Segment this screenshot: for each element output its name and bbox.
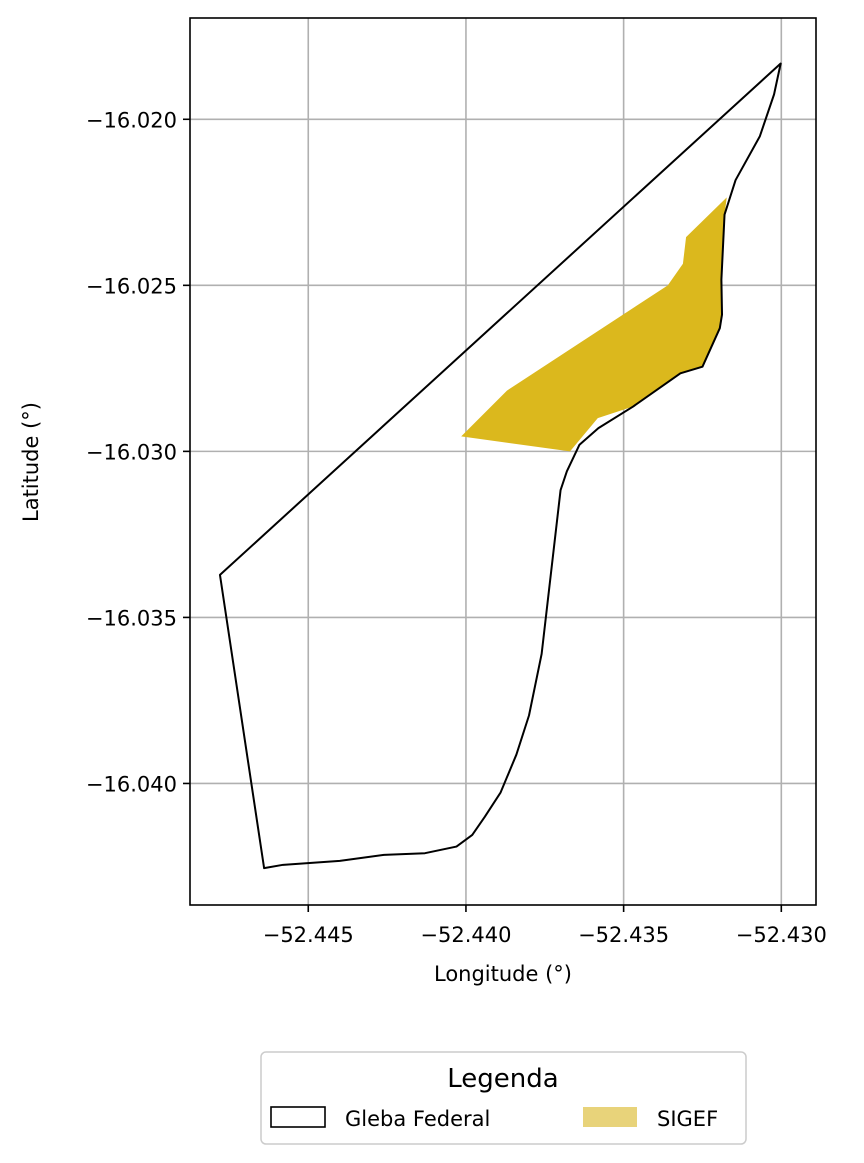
legend-swatch-gleba-federal [270,1106,326,1128]
x-tick-label: −52.445 [263,923,354,947]
y-tick-label: −16.025 [86,274,177,298]
y-tick-label: −16.040 [86,772,177,796]
x-tick-label: −52.430 [736,923,827,947]
legend-swatch-sigef [583,1107,637,1127]
y-axis-label: Latitude (°) [19,402,43,522]
x-axis-label: Longitude (°) [434,962,572,986]
tick-layer: −52.445 −52.440 −52.435 −52.430 −16.020 −16.0… [86,108,827,947]
y-tick-label: −16.020 [86,108,177,132]
legend-title: Legenda [447,1064,558,1094]
legend-label-gleba-federal: Gleba Federal [345,1107,490,1131]
polygon-sigef [461,197,727,452]
legend-label-sigef: SIGEF [657,1107,718,1131]
polygon-gleba-federal [218,62,782,870]
x-tick-label: −52.435 [578,923,669,947]
y-tick-label: −16.030 [86,440,177,464]
axes-frame [189,17,817,906]
x-tick-label: −52.440 [420,923,511,947]
y-tick-label: −16.035 [86,606,177,630]
grid-layer [190,18,816,905]
polygon-layer [218,62,782,870]
legend: Legenda Gleba Federal SIGEF [260,1051,747,1145]
